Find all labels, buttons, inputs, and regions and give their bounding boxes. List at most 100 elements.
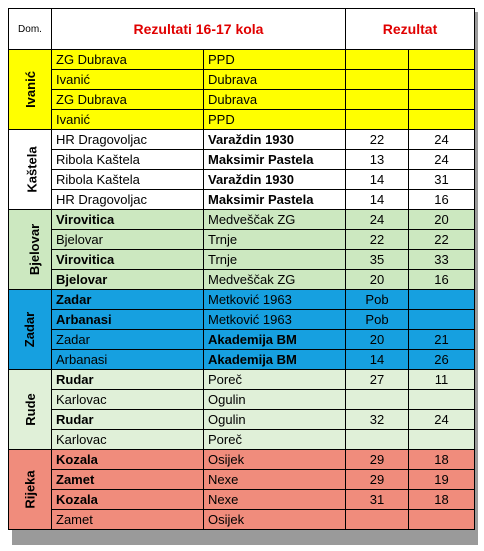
away-score [407,309,476,330]
home-score: 22 [345,229,409,250]
away-score [407,109,476,130]
match-row: Zamet Osijek [8,509,476,530]
away-score: 19 [407,469,476,490]
home-score: Pob [345,309,409,330]
away-score: 24 [407,129,476,150]
away-team: Akademija BM [203,329,346,350]
group-label: Rijeka [8,449,52,530]
away-team: Maksimir Pastela [203,149,346,170]
group-label: Ivanić [8,49,52,130]
home-score: 29 [345,449,409,470]
home-score: 24 [345,209,409,230]
away-score: 18 [407,449,476,470]
away-team: Metković 1963 [203,289,346,310]
match-row: ZG Dubrava Dubrava [8,89,476,110]
home-score: 20 [345,329,409,350]
home-team: Arbanasi [51,309,204,330]
home-team: Ivanić [51,69,204,90]
group-name: Rijeka [22,470,38,509]
match-row: Ivanić PPD [8,109,476,130]
home-score [345,109,409,130]
match-row: Virovitica Trnje 35 33 [8,249,476,270]
away-score: 24 [407,409,476,430]
away-score: 11 [407,369,476,390]
match-row: Kaštela HR Dragovoljac Varaždin 1930 22 24 [8,129,476,210]
group-name: Bjelovar [27,223,43,276]
away-score: 33 [407,249,476,270]
away-team: Medveščak ZG [203,209,346,230]
home-score: 31 [345,489,409,510]
home-score: 35 [345,249,409,270]
away-team: Trnje [203,249,346,270]
match-row: Karlovac Ogulin [8,389,476,410]
away-team: Medveščak ZG [203,269,346,290]
home-score: Pob [345,289,409,310]
away-score [407,49,476,70]
away-team: Metković 1963 [203,309,346,330]
header-row: Dom. Rezultati 16-17 kola Rezultat [8,8,476,50]
home-team: ZG Dubrava [51,49,204,70]
match-row: Bjelovar Trnje 22 22 [8,229,476,250]
home-team: Rudar [51,409,204,430]
home-team: Karlovac [51,389,204,410]
home-team: Rudar [51,369,204,390]
away-team: Nexe [203,469,346,490]
match-row: Arbanasi Metković 1963 Pob [8,309,476,330]
match-row: Bjelovar Virovitica Medveščak ZG 24 20 [8,209,476,290]
away-team: Poreč [203,369,346,390]
home-score: 13 [345,149,409,170]
home-score [345,69,409,90]
away-team: PPD [203,109,346,130]
home-team: ZG Dubrava [51,89,204,110]
away-team: Varaždin 1930 [203,169,346,190]
away-score [407,289,476,310]
away-team: Ogulin [203,409,346,430]
home-team: Karlovac [51,429,204,450]
home-team: Zamet [51,509,204,530]
match-row: Ribola Kaštela Varaždin 1930 14 31 [8,169,476,190]
home-score: 22 [345,129,409,150]
home-score: 14 [345,349,409,370]
away-score: 18 [407,489,476,510]
match-row: Ivanić Dubrava [8,69,476,90]
away-score: 26 [407,349,476,370]
group-name: Ivanić [22,71,38,108]
away-team: PPD [203,49,346,70]
away-score: 24 [407,149,476,170]
away-team: Poreč [203,429,346,450]
match-row: Ivanić ZG Dubrava PPD [8,49,476,130]
match-row: Bjelovar Medveščak ZG 20 16 [8,269,476,290]
match-row: Zadar Akademija BM 20 21 [8,329,476,350]
group-name: Rude [22,393,38,426]
home-team: HR Dragovoljac [51,189,204,210]
away-score [407,389,476,410]
away-score [407,509,476,530]
away-score: 20 [407,209,476,230]
match-row: Zamet Nexe 29 19 [8,469,476,490]
home-team: Kozala [51,489,204,510]
away-team: Maksimir Pastela [203,189,346,210]
home-score [345,89,409,110]
away-score [407,429,476,450]
home-team: Bjelovar [51,269,204,290]
match-row: Zadar Zadar Metković 1963 Pob [8,289,476,370]
home-score [345,389,409,410]
home-team: Virovitica [51,249,204,270]
home-score [345,429,409,450]
home-team: Zadar [51,329,204,350]
away-team: Osijek [203,509,346,530]
group-label: Kaštela [8,129,52,210]
home-score: 20 [345,269,409,290]
home-team: Arbanasi [51,349,204,370]
away-score [407,69,476,90]
home-team: Kozala [51,449,204,470]
home-team: HR Dragovoljac [51,129,204,150]
home-score: 27 [345,369,409,390]
table-title: Rezultati 16-17 kola [51,8,346,50]
match-row: Arbanasi Akademija BM 14 26 [8,349,476,370]
home-team: Ivanić [51,109,204,130]
home-team: Virovitica [51,209,204,230]
home-score: 14 [345,189,409,210]
away-score: 21 [407,329,476,350]
home-team: Zadar [51,289,204,310]
